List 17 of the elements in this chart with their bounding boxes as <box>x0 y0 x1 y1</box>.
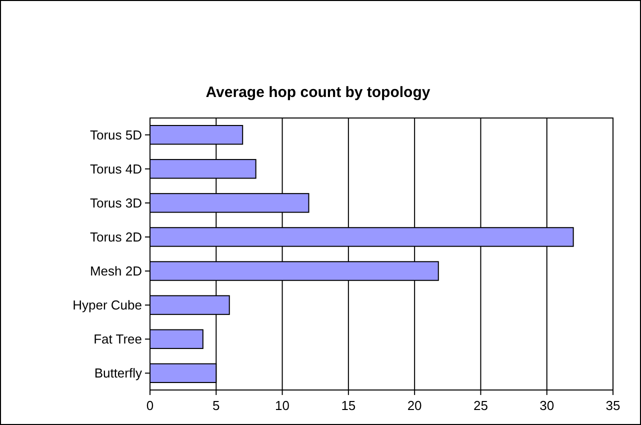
chart-title: Average hop count by topology <box>206 84 431 101</box>
x-tick-label: 25 <box>473 398 488 413</box>
x-tick-label: 0 <box>146 398 154 413</box>
x-tick-label: 5 <box>212 398 220 413</box>
x-tick-label: 35 <box>606 398 620 413</box>
x-tick-label: 30 <box>540 398 554 413</box>
y-tick-label: Hyper Cube <box>72 298 142 313</box>
y-tick-label: Torus 3D <box>90 195 142 210</box>
x-tick-label: 15 <box>341 398 356 413</box>
x-tick-label: 20 <box>407 398 422 413</box>
y-tick-label: Torus 4D <box>90 161 142 176</box>
y-tick-label: Butterfly <box>94 366 142 381</box>
y-tick-label: Torus 2D <box>90 230 142 245</box>
y-tick-label: Mesh 2D <box>90 264 142 279</box>
y-tick-label: Fat Tree <box>94 332 142 347</box>
x-tick-label: 10 <box>275 398 290 413</box>
y-tick-label: Torus 5D <box>90 127 142 142</box>
